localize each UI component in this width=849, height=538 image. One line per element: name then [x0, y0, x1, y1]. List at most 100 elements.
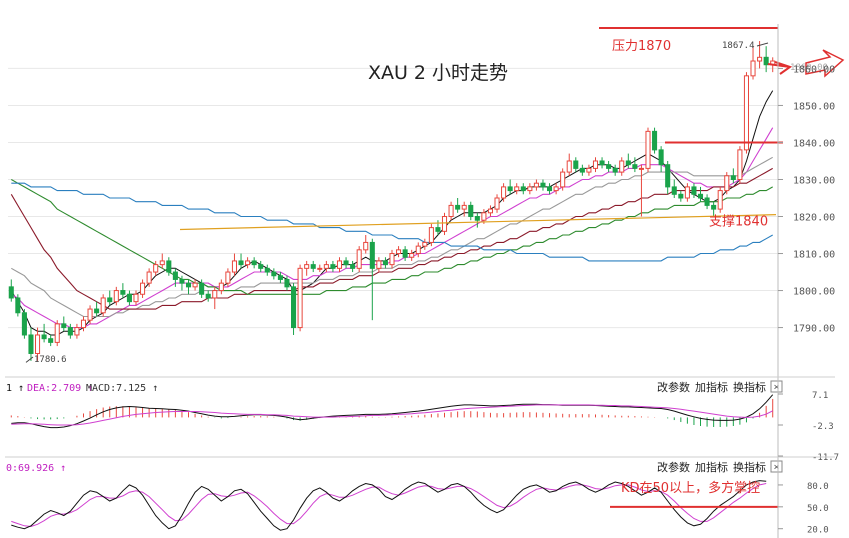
macd-switch-indicator-button[interactable]: 换指标	[733, 380, 766, 394]
candle-body-up	[113, 290, 119, 303]
kd-change-params-button[interactable]: 改参数	[657, 460, 690, 474]
candle-body-up	[225, 271, 231, 284]
candle-body-down	[48, 338, 54, 343]
candle-body-up	[336, 260, 343, 269]
macd-header-dea: DEA:2.709 ↑	[27, 383, 93, 394]
candle-body-down	[172, 271, 178, 280]
candle-body-up	[645, 130, 651, 169]
candle-body-down	[711, 204, 717, 210]
candle-body-up	[560, 171, 566, 188]
macd-close-icon[interactable]: ×	[773, 382, 779, 393]
candle-body-down	[67, 327, 73, 336]
macd-change-params-button[interactable]: 改参数	[657, 380, 690, 394]
candle-body-down	[671, 186, 677, 195]
candle-body-up	[54, 323, 60, 343]
candle-body-down	[179, 278, 185, 284]
candle-body-up	[501, 186, 507, 199]
macd-tick-label: -2.3	[812, 422, 834, 432]
candle-body-down	[199, 282, 205, 295]
candle-body-down	[435, 227, 441, 232]
high-price-pointer	[756, 42, 769, 47]
candle-body-up	[409, 253, 415, 258]
candle-body-up	[684, 186, 690, 199]
kd-tick-label: 50.0	[807, 504, 829, 514]
candle-body-up	[750, 60, 756, 77]
candle-body-down	[540, 182, 546, 188]
candle-body-up	[297, 267, 303, 329]
kd-tick-label: 80.0	[807, 482, 829, 492]
candle-body-down	[547, 186, 553, 192]
low-price-pointer	[25, 356, 34, 363]
candle-body-down	[205, 293, 211, 299]
candle-body-up	[743, 75, 749, 151]
kd-close-icon[interactable]: ×	[773, 462, 779, 473]
candle-body-down	[704, 197, 710, 206]
kd-tick-label: 20.0	[807, 526, 829, 536]
candle-body-down	[625, 160, 631, 166]
candle-body-up	[422, 241, 428, 247]
candle-body-up	[35, 334, 41, 354]
resistance-label: 压力1870	[612, 39, 671, 54]
candle-body-up	[415, 245, 421, 255]
macd-add-indicator-button[interactable]: 加指标	[695, 380, 728, 394]
candle-body-up	[356, 249, 362, 269]
moving-average-line	[11, 182, 773, 262]
candle-body-up	[140, 282, 146, 295]
candle-body-down	[238, 260, 244, 266]
candle-body-up	[441, 216, 448, 232]
kd-close-button-box[interactable]	[770, 460, 783, 473]
candle-body-down	[402, 249, 408, 258]
candle-body-down	[120, 290, 126, 295]
candle-body-up	[133, 293, 139, 303]
price-tick-label: 1830.00	[793, 175, 835, 186]
macd-dif-line	[11, 394, 774, 429]
candle-body-up	[87, 308, 93, 321]
candle-body-down	[15, 297, 21, 314]
moving-average-line	[10, 167, 773, 310]
candle-body-down	[678, 193, 684, 199]
candle-body-down	[291, 286, 297, 329]
candle-body-up	[724, 175, 730, 192]
candle-body-up	[396, 249, 402, 255]
candle-body-up	[619, 160, 625, 173]
candle-body-up	[317, 267, 323, 270]
macd-header-dif: 1 ↑	[6, 383, 24, 394]
candle-body-up	[527, 186, 533, 192]
candle-body-up	[428, 227, 434, 243]
kd-switch-indicator-button[interactable]: 换指标	[733, 460, 766, 474]
candle-body-down	[691, 186, 697, 195]
support-trend-line	[179, 214, 777, 231]
macd-close-button-box[interactable]	[770, 380, 783, 393]
candle-body-down	[343, 260, 349, 266]
candle-body-down	[61, 323, 67, 329]
macd-tick-label: -11.7	[812, 453, 839, 463]
candle-body-down	[264, 267, 270, 273]
price-panel-bg	[5, 24, 778, 372]
macd-axis: 7.1 -2.3 -11.7	[777, 378, 839, 463]
kd-add-indicator-button[interactable]: 加指标	[695, 460, 728, 474]
candle-body-up	[487, 208, 493, 214]
candle-body-up	[218, 282, 224, 292]
candle-body-up	[245, 260, 251, 266]
macd-marks	[10, 394, 774, 429]
candle-body-up	[212, 290, 218, 299]
candle-body-up	[376, 260, 382, 269]
candle-body-down	[8, 286, 14, 299]
candle-body-up	[192, 282, 198, 288]
macd-header-macd: MACD:7.125 ↑	[86, 383, 158, 394]
price-tick-label: 1810.00	[793, 250, 835, 261]
candle-body-down	[271, 271, 277, 277]
candlesticks	[8, 41, 776, 361]
candle-body-down	[579, 167, 585, 173]
candle-body-down	[382, 260, 388, 266]
candle-body-up	[481, 212, 487, 221]
candle-body-down	[573, 160, 579, 169]
moving-average-line	[11, 179, 773, 295]
candle-body-up	[153, 264, 159, 273]
macd-tick-label: 7.1	[812, 391, 828, 401]
kd-d-line	[11, 483, 767, 528]
macd-panel: 1 ↑ DEA:2.709 ↑ MACD:7.125 ↑ 改参数 加指标 换指标…	[5, 376, 839, 463]
candle-body-down	[126, 293, 132, 303]
candle-body-down	[258, 264, 264, 269]
candle-body-up	[231, 260, 237, 273]
